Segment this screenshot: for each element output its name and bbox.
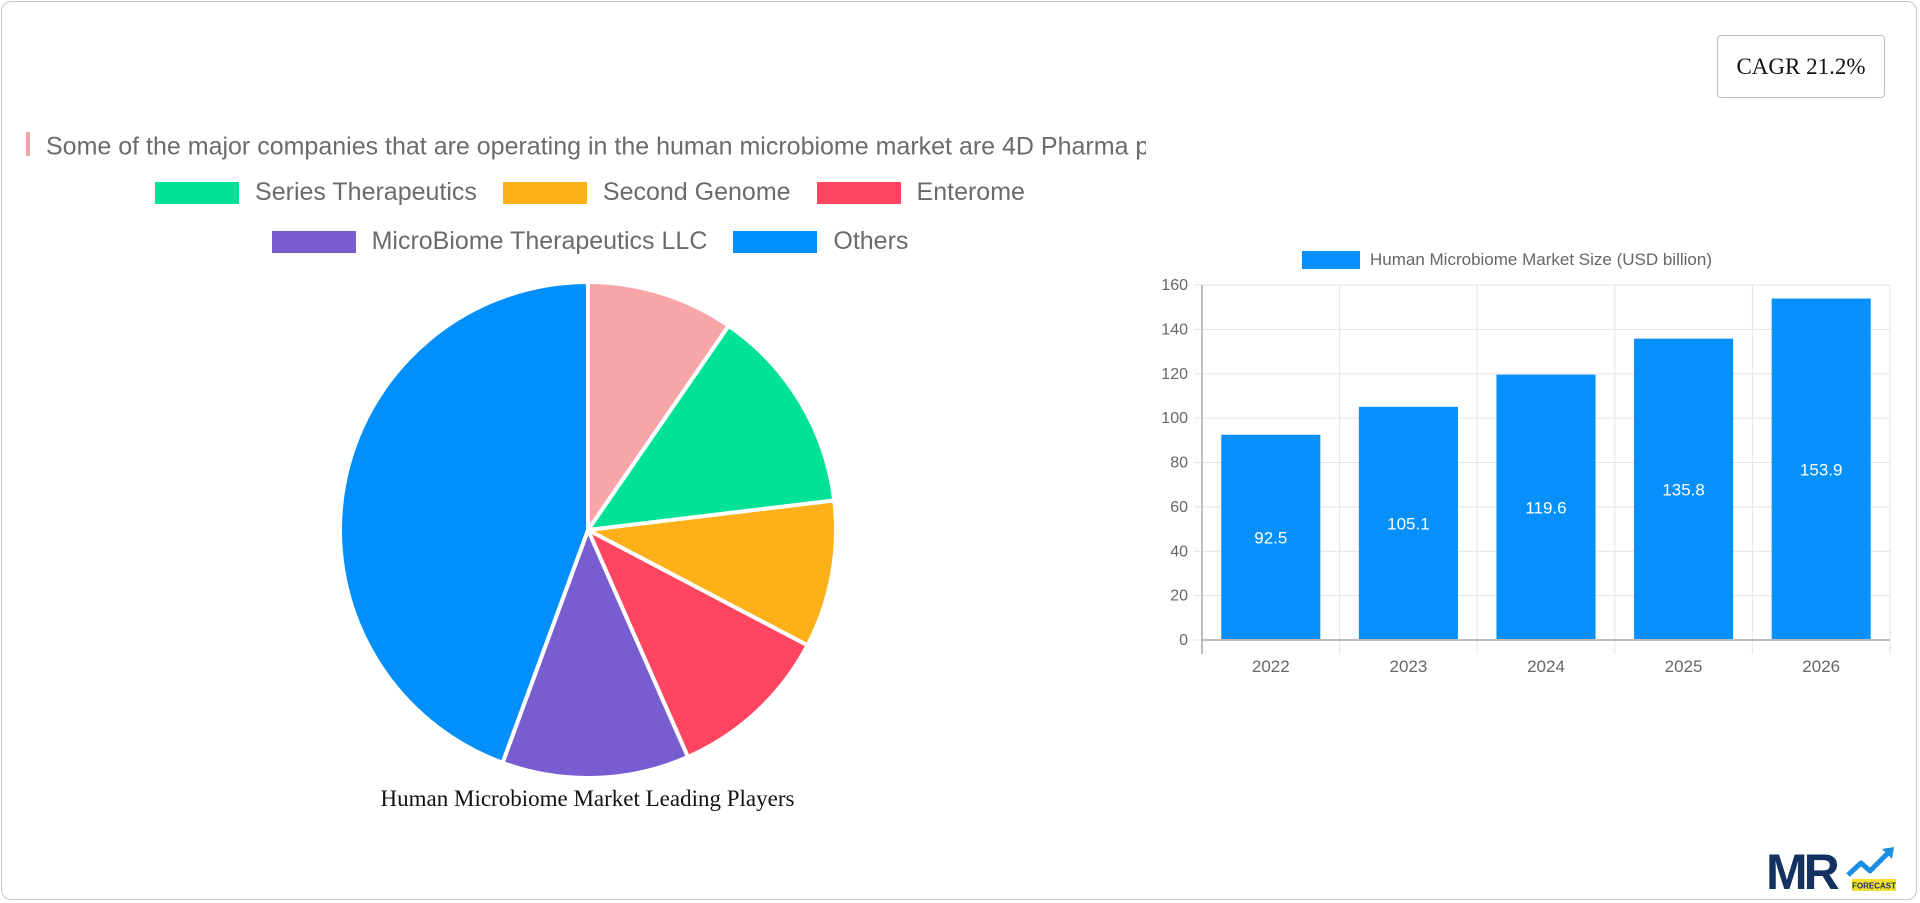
legend-label: Second Genome [602,178,791,206]
y-tick-label: 20 [1170,588,1188,605]
legend-swatch [271,230,356,253]
legend-item-others[interactable]: Others [733,227,908,256]
cagr-badge: CAGR 21.2% [1717,35,1885,98]
bar-chart: 0 20 40 60 80 100 120 140 160 92.5 2022 105.1 2023 11… [1140,270,1920,690]
y-tick-label: 80 [1170,455,1188,472]
bar-2026[interactable] [1771,298,1871,640]
bar-2023[interactable] [1358,406,1458,640]
y-tick-label: 60 [1170,499,1188,516]
legend-item-second-genome[interactable]: Second Genome [502,178,791,207]
bar-2022[interactable] [1221,434,1321,640]
svg-text:FORECAST: FORECAST [1852,882,1896,891]
y-tick-label: 120 [1161,366,1188,383]
legend-label: Others [833,227,909,255]
bar-2024[interactable] [1496,374,1596,640]
accent-bar [26,132,30,157]
legend-item-microbiome-therapeutics[interactable]: MicroBiome Therapeutics LLC [271,227,708,256]
y-tick-label: 40 [1170,543,1188,560]
bar-legend-label: Human Microbiome Market Size (USD billio… [1370,250,1712,269]
pie-slice-4d-pharma-plc[interactable] [586,279,732,537]
bar-value-label: 135.8 [1662,480,1705,499]
x-tick-label: 2024 [1527,657,1565,676]
pie-chart [338,279,838,780]
intro-text-content: Some of the major companies that are ope… [46,132,1146,161]
x-tick-label: 2025 [1665,657,1703,676]
logo-icon: MR FORECAST [1766,844,1896,900]
legend-item-enterome[interactable]: Enterome [816,178,1025,207]
y-tick-label: 140 [1161,321,1188,338]
pie-slice-series-therapeutics[interactable] [583,322,837,533]
pie-chart-svg [338,279,838,780]
x-tick-label: 2022 [1252,657,1290,676]
y-tick-label: 0 [1179,632,1188,649]
pie-slice-others[interactable] [338,279,590,766]
pie-slice-microbiome-therapeutics-llc[interactable] [499,524,691,780]
legend-label: MicroBiome Therapeutics LLC [371,227,708,255]
cagr-label: CAGR 21.2% [1736,53,1866,79]
pie-caption: Human Microbiome Market Leading Players [380,786,795,811]
bar-value-label: 153.9 [1800,460,1843,479]
bar-chart-svg: 0 20 40 60 80 100 120 140 160 92.5 2022 105.1 2023 11… [1161,277,1891,676]
pie-slice-second-genome[interactable] [581,498,838,649]
legend-label: Enterome [916,178,1025,206]
svg-text:MR: MR [1766,845,1840,893]
intro-text: Some of the major companies that are ope… [26,128,1146,162]
bar-value-label: 105.1 [1387,514,1430,533]
pie-legend-row-1: Series Therapeutics Second Genome Entero… [0,178,1180,207]
y-tick-label: 160 [1161,277,1188,294]
legend-swatch [1302,251,1360,269]
legend-swatch [816,181,901,204]
y-tick-label: 100 [1161,410,1188,427]
legend-swatch [155,181,240,204]
x-tick-label: 2023 [1389,657,1427,676]
legend-swatch [502,181,587,204]
x-tick-label: 2026 [1802,657,1840,676]
bar-legend[interactable]: Human Microbiome Market Size (USD billio… [1302,250,1712,270]
pie-legend-row-2: MicroBiome Therapeutics LLC Others [0,227,1180,256]
legend-item-series-therapeutics[interactable]: Series Therapeutics [155,178,477,207]
bar-value-label: 119.6 [1525,498,1566,517]
legend-swatch [733,230,818,253]
legend-label: Series Therapeutics [255,178,477,206]
pie-slice-enterome[interactable] [583,525,811,760]
bar-value-label: 92.5 [1254,528,1287,547]
mr-forecast-logo: MR FORECAST [1766,844,1896,900]
bar-2025[interactable] [1634,338,1734,640]
